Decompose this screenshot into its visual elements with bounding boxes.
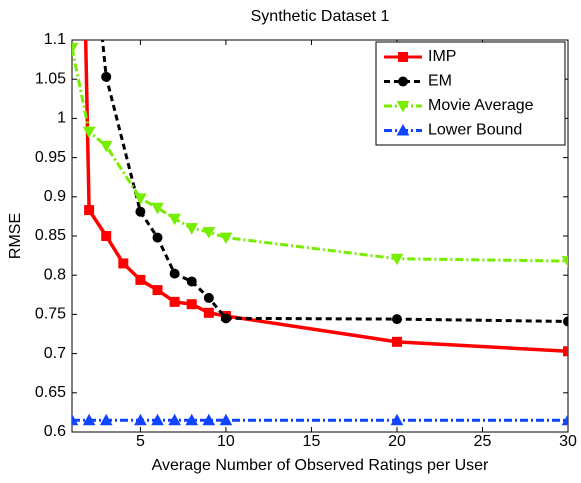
marker — [72, 413, 79, 426]
y-tick-label: 1.05 — [35, 70, 66, 87]
marker — [168, 413, 181, 426]
marker — [185, 413, 199, 426]
x-tick-label: 5 — [136, 433, 145, 450]
marker — [135, 206, 146, 217]
marker — [391, 336, 402, 347]
x-tick-label: 25 — [474, 433, 492, 450]
y-axis-label: RMSE — [7, 213, 24, 259]
marker — [99, 413, 113, 426]
marker — [219, 413, 233, 426]
plot-area — [72, 40, 568, 426]
marker — [390, 413, 404, 426]
y-tick-label: 0.75 — [35, 306, 66, 323]
x-tick-label: 15 — [303, 433, 321, 450]
marker — [99, 140, 113, 153]
marker — [84, 205, 95, 216]
y-tick-label: 0.8 — [44, 266, 66, 283]
y-tick-label: 1 — [57, 110, 66, 127]
marker — [151, 202, 164, 215]
y-tick-label: 1.1 — [44, 31, 66, 48]
x-tick-label: 10 — [217, 433, 235, 450]
y-tick-label: 0.6 — [44, 423, 66, 440]
marker — [168, 213, 181, 226]
marker — [72, 42, 79, 55]
marker — [82, 413, 96, 426]
marker — [563, 316, 568, 327]
marker — [82, 126, 96, 139]
marker — [202, 413, 216, 426]
legend-label: Lower Bound — [428, 122, 522, 139]
marker — [152, 232, 163, 243]
marker — [219, 232, 233, 245]
marker — [398, 52, 408, 62]
marker — [169, 268, 180, 279]
marker — [101, 71, 112, 82]
y-tick-label: 0.65 — [35, 384, 66, 401]
marker — [118, 258, 129, 269]
marker — [396, 123, 410, 136]
marker — [135, 274, 146, 285]
marker — [151, 413, 164, 426]
marker — [561, 256, 568, 268]
legend-label: EM — [428, 73, 452, 90]
legend-label: Movie Average — [428, 97, 534, 114]
y-tick-label: 0.9 — [44, 188, 66, 205]
marker — [186, 299, 197, 310]
x-axis-label: Average Number of Observed Ratings per U… — [152, 457, 489, 474]
series-line — [100, 40, 568, 323]
y-tick-label: 0.85 — [35, 227, 66, 244]
marker — [563, 346, 568, 357]
marker — [390, 253, 404, 266]
marker — [101, 231, 112, 241]
marker — [391, 314, 402, 325]
marker — [396, 101, 410, 113]
marker — [561, 413, 568, 426]
marker — [186, 276, 197, 287]
marker — [203, 292, 214, 303]
marker — [220, 313, 231, 324]
marker — [152, 285, 163, 296]
marker — [134, 413, 147, 426]
y-tick-label: 0.95 — [35, 149, 66, 166]
marker — [169, 296, 180, 307]
marker — [203, 307, 214, 318]
x-tick-label: 20 — [388, 433, 406, 450]
chart-title: Synthetic Dataset 1 — [251, 8, 390, 25]
x-tick-label: 30 — [559, 433, 577, 450]
legend-label: IMP — [428, 48, 456, 65]
marker — [398, 76, 408, 87]
marker — [202, 227, 216, 239]
y-tick-label: 0.7 — [44, 345, 66, 362]
marker — [134, 193, 147, 205]
marker — [185, 223, 199, 235]
